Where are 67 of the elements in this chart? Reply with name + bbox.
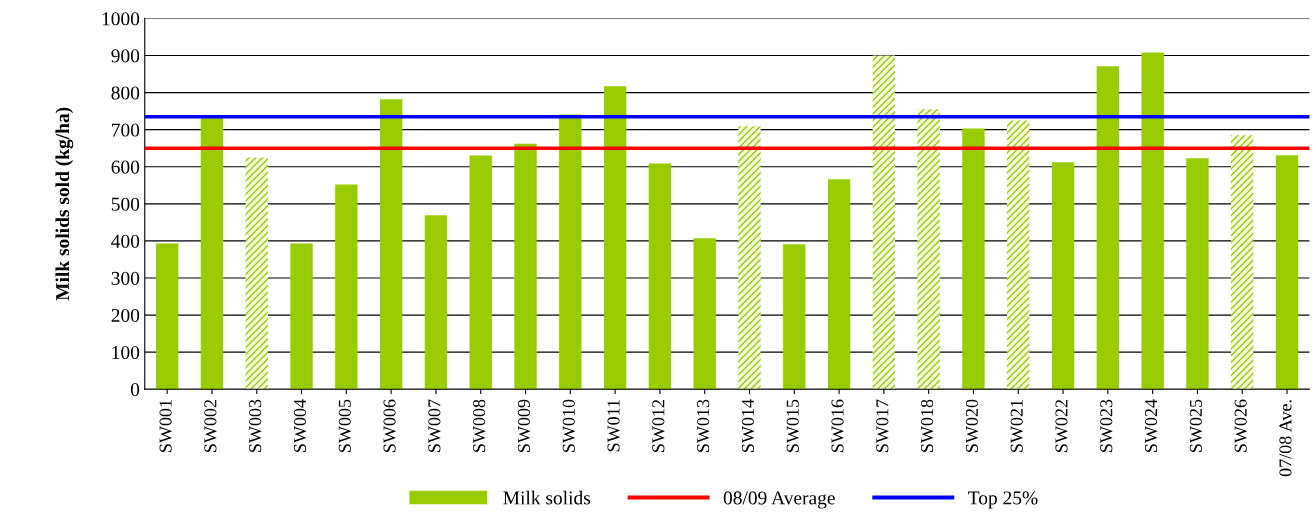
x-tick-label: SW017	[876, 399, 889, 452]
bar	[200, 117, 224, 390]
x-tick-label: SW005	[338, 399, 351, 452]
x-tick-label: SW001	[159, 400, 172, 452]
x-tick-label: SW003	[249, 399, 262, 452]
x-tick-label: SW007	[428, 399, 441, 452]
x-tick-label: SW006	[383, 399, 396, 452]
bar	[155, 243, 179, 390]
bar	[827, 179, 851, 390]
y-tick-label: 800	[111, 86, 140, 100]
x-tick-label: SW016	[831, 399, 844, 452]
bar	[1007, 120, 1030, 390]
y-tick-label: 1000	[102, 12, 140, 26]
y-tick-label: 100	[112, 345, 140, 360]
x-tick-label: SW026	[1234, 399, 1247, 452]
x-tick-label: SW002	[204, 399, 217, 452]
bar	[559, 114, 582, 390]
legend-label: Top 25%	[968, 491, 1038, 509]
y-axis-title: Milk solids sold (kg/ha)	[55, 107, 74, 301]
x-tick-label: SW022	[1055, 399, 1068, 452]
bar	[1096, 66, 1120, 390]
bar	[917, 109, 940, 390]
y-tick-label: 500	[111, 197, 140, 211]
x-tick-label: SW015	[786, 399, 799, 452]
bar	[335, 184, 358, 390]
bar	[1051, 162, 1075, 390]
bar	[783, 244, 806, 390]
x-tick-label: SW018	[921, 399, 934, 452]
bar	[1186, 158, 1209, 390]
x-tick-label: SW014	[741, 399, 755, 452]
bar	[962, 128, 985, 390]
bar	[1275, 155, 1299, 390]
x-tick-label: 07/08 Ave.	[1279, 400, 1292, 477]
y-tick-label: 900	[111, 49, 140, 63]
legend-label: 08/09 Average	[723, 491, 835, 509]
bar	[603, 86, 627, 390]
y-tick-label: 700	[112, 123, 140, 137]
bar	[1231, 135, 1254, 390]
bar	[424, 215, 448, 390]
bar	[469, 155, 492, 390]
x-tick-label: SW011	[607, 400, 620, 452]
y-tick-label: 300	[111, 271, 140, 285]
bar	[379, 99, 403, 390]
x-tick-label: SW013	[697, 399, 710, 452]
x-tick-label: SW020	[965, 399, 979, 452]
x-tick-label: SW021	[1010, 400, 1023, 452]
bar	[693, 238, 716, 390]
y-tick-label: 200	[111, 308, 140, 323]
bar	[648, 163, 672, 390]
y-tick-label: 0	[130, 383, 140, 397]
legend-label: Milk solids	[503, 490, 591, 505]
x-tick-label: SW023	[1100, 399, 1113, 452]
x-tick-label: SW012	[652, 399, 665, 452]
x-tick-label: SW004	[293, 399, 307, 452]
bar	[514, 143, 537, 390]
x-tick-label: SW025	[1189, 399, 1203, 452]
bar	[290, 243, 313, 390]
bar	[1141, 52, 1164, 390]
x-tick-label: SW010	[562, 399, 575, 452]
x-tick-label: SW009	[517, 399, 531, 452]
x-tick-label: SW024	[1144, 399, 1158, 452]
x-tick-label: SW008	[473, 399, 486, 452]
y-tick-label: 600	[111, 160, 140, 174]
bar	[738, 126, 761, 390]
bar	[245, 157, 268, 390]
y-tick-label: 400	[111, 234, 140, 248]
bar	[872, 55, 896, 390]
